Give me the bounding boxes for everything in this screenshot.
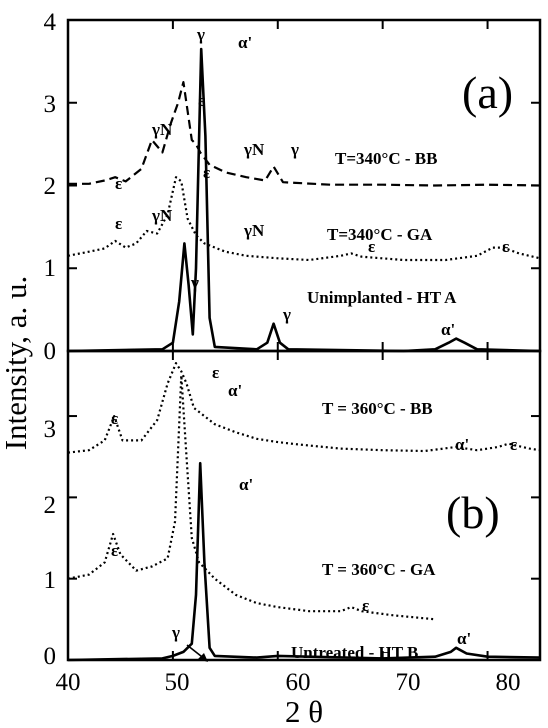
series-label-ga-360: T = 360°C - GA bbox=[322, 560, 436, 579]
gamma-arrow-head bbox=[198, 653, 208, 662]
x-tick-label-70: 70 bbox=[396, 669, 421, 696]
annotation-b-eps-bb-left: ε bbox=[111, 409, 118, 428]
series-label-bb-340: T=340°C - BB bbox=[335, 149, 437, 168]
y-tick-label-b-2: 2 bbox=[44, 492, 57, 519]
annotation-a-gammaN-ga-left: γN bbox=[151, 206, 173, 225]
y-tick-label-b-3: 3 bbox=[44, 416, 57, 443]
annotation-b-alpha-bb-77: α' bbox=[455, 435, 469, 454]
annotation-b-eps-bb-81: ε bbox=[510, 435, 517, 454]
x-tick-label-60: 60 bbox=[286, 669, 311, 696]
series-line-b-1 bbox=[67, 374, 436, 621]
series-line-a-0 bbox=[68, 81, 541, 187]
annotation-b-eps-top: ε bbox=[212, 363, 219, 382]
y-tick-label-a-3: 3 bbox=[44, 91, 57, 118]
series-line-a-2 bbox=[67, 47, 541, 353]
series-line-b-2 bbox=[67, 461, 541, 662]
y-tick-label-a-4: 4 bbox=[44, 9, 57, 36]
annotation-a-gamma-51: γ bbox=[190, 273, 199, 292]
annotation-a-gammaN-bb-right: γN bbox=[243, 140, 265, 159]
annotation-a-eps-bb-left: ε bbox=[115, 174, 122, 193]
annotation-a-gamma-bb: γ bbox=[290, 140, 299, 159]
annotation-b-alpha-bb: α' bbox=[228, 381, 242, 400]
series-label-untreated: Untreated - HT B bbox=[291, 643, 418, 662]
series-label-ga-340: T=340°C - GA bbox=[327, 225, 433, 244]
annotation-a-eps-ga-67: ε bbox=[368, 237, 375, 256]
annotation-a-gammaN-ga-right: γN bbox=[243, 221, 265, 240]
x-tick-label-50: 50 bbox=[165, 669, 190, 696]
annotation-a-alpha-77: α' bbox=[441, 320, 455, 339]
y-axis-label: Intensity, a. u. bbox=[0, 276, 33, 450]
annotation-b-alpha-ht: α' bbox=[239, 475, 253, 494]
x-tick-label-40: 40 bbox=[56, 669, 81, 696]
panel-b-label: (b) bbox=[446, 487, 500, 538]
y-tick-label-a-0: 0 bbox=[44, 338, 57, 365]
annotation-b-gamma-ht: γ bbox=[171, 623, 180, 642]
series-line-b-0 bbox=[67, 362, 541, 454]
annotation-a-eps-ga-81: ε bbox=[502, 237, 509, 256]
panel-a-label: (a) bbox=[462, 67, 513, 118]
y-tick-label-b-0: 0 bbox=[44, 643, 57, 670]
x-tick-labels: 40 50 60 70 80 bbox=[56, 669, 521, 696]
annotation-b-eps-ga-left: ε bbox=[111, 541, 118, 560]
y-tick-label-b-1: 1 bbox=[44, 567, 57, 594]
y-tick-label-a-2: 2 bbox=[44, 173, 57, 200]
annotation-a-gamma-top: γ bbox=[196, 25, 205, 44]
annotation-a-eps-ga-main: ε bbox=[203, 163, 210, 182]
series-label-bb-360: T = 360°C - BB bbox=[322, 399, 433, 418]
series-label-unimplanted: Unimplanted - HT A bbox=[307, 288, 457, 307]
series-line-a-1 bbox=[67, 176, 541, 262]
annotation-a-alpha-top: α' bbox=[238, 33, 252, 52]
panel-a-series bbox=[67, 47, 541, 353]
panel-b-y-tick-labels: 0 1 2 3 bbox=[44, 416, 57, 670]
y-tick-label-a-1: 1 bbox=[44, 255, 57, 282]
annotation-a-gammaN-bb-left: γN bbox=[151, 120, 173, 139]
annotation-b-eps-ga-67: ε bbox=[362, 596, 369, 615]
annotation-a-eps-bb-main: ε bbox=[198, 91, 205, 110]
annotation-a-eps-ga-left: ε bbox=[115, 214, 122, 233]
panel-b-series bbox=[67, 362, 541, 662]
x-tick-label-80: 80 bbox=[496, 669, 521, 696]
panel-b-frame bbox=[66, 349, 542, 662]
x-axis-label: 2 θ bbox=[285, 694, 323, 728]
panel-a-y-tick-labels: 0 1 2 3 4 bbox=[44, 9, 57, 365]
annotation-a-gamma-60: γ bbox=[282, 305, 291, 324]
annotation-b-alpha-77: α' bbox=[457, 629, 471, 648]
